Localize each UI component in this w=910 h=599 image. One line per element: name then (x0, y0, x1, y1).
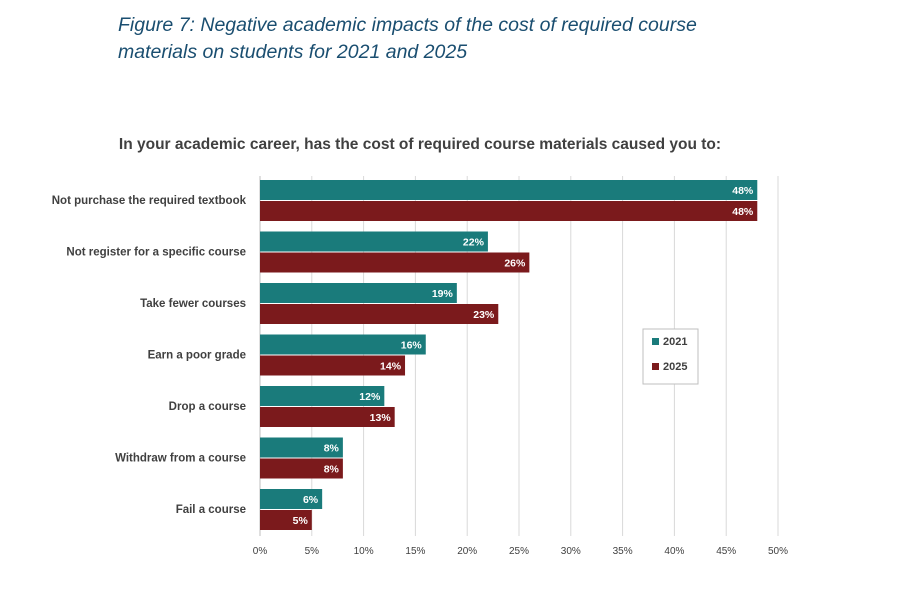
bar-2025 (260, 458, 343, 479)
data-label-2021: 12% (359, 391, 381, 403)
category-label: Earn a poor grade (148, 350, 246, 362)
data-label-2025: 13% (370, 412, 392, 424)
chart-title: In your academic career, has the cost of… (118, 136, 722, 153)
data-label-2025: 23% (473, 309, 495, 321)
x-tick-label: 10% (354, 546, 374, 557)
x-tick-label: 0% (253, 546, 268, 557)
x-tick-label: 15% (405, 546, 425, 557)
x-tick-label: 35% (613, 546, 633, 557)
bars: 48% 48% 22% 26% 19% 23% 16% 14% 12% 13% 8% 8% 6% 5% (260, 180, 758, 530)
category-label: Take fewer courses (140, 298, 246, 310)
data-label-2021: 19% (432, 288, 454, 300)
x-tick-label: 25% (509, 546, 529, 557)
bar-2021 (260, 489, 323, 509)
legend-swatch-2025 (652, 363, 659, 370)
category-label: Withdraw from a course (115, 453, 246, 465)
figure-caption: Figure 7: Negative academic impacts of t… (118, 14, 697, 63)
data-label-2025: 48% (732, 206, 754, 218)
data-label-2025: 5% (293, 515, 309, 527)
data-label-2021: 48% (732, 185, 754, 197)
bar-2025 (260, 304, 499, 324)
legend-label-2021: 2021 (663, 336, 687, 348)
data-label-2025: 8% (324, 464, 340, 476)
data-label-2021: 22% (463, 237, 485, 249)
bar-2021 (260, 437, 343, 458)
data-label-2021: 8% (324, 443, 340, 455)
legend-label-2025: 2025 (663, 361, 687, 373)
bar-2025 (260, 510, 312, 530)
bar-2021 (260, 180, 758, 200)
bar-2021 (260, 386, 385, 406)
bar-2025 (260, 355, 406, 376)
category-label: Fail a course (176, 504, 246, 516)
x-tick-label: 40% (664, 546, 684, 557)
data-label-2021: 6% (303, 494, 319, 506)
legend: 2021 2025 (642, 328, 699, 385)
data-label-2021: 16% (401, 340, 423, 352)
x-tick-label: 20% (457, 546, 477, 557)
x-tick-label: 5% (305, 546, 320, 557)
bar-2021 (260, 283, 457, 303)
x-axis-tick-labels: 0% 5% 10% 15% 20% 25% 30% 35% 40% 45% 50% (253, 546, 788, 557)
bar-2025 (260, 407, 395, 427)
category-label: Not purchase the required textbook (52, 195, 247, 207)
category-label: Not register for a specific course (66, 247, 246, 259)
x-tick-label: 50% (768, 546, 788, 557)
legend-swatch-2021 (652, 338, 659, 345)
data-label-2025: 14% (380, 361, 402, 373)
bar-2025 (260, 252, 530, 273)
category-labels: Not purchase the required textbook Not re… (52, 195, 247, 516)
x-tick-label: 30% (561, 546, 581, 557)
data-label-2025: 26% (504, 258, 526, 270)
bar-2021 (260, 231, 488, 252)
bar-2025 (260, 201, 758, 221)
x-tick-label: 45% (716, 546, 736, 557)
bar-2021 (260, 334, 426, 355)
category-label: Drop a course (169, 401, 246, 413)
